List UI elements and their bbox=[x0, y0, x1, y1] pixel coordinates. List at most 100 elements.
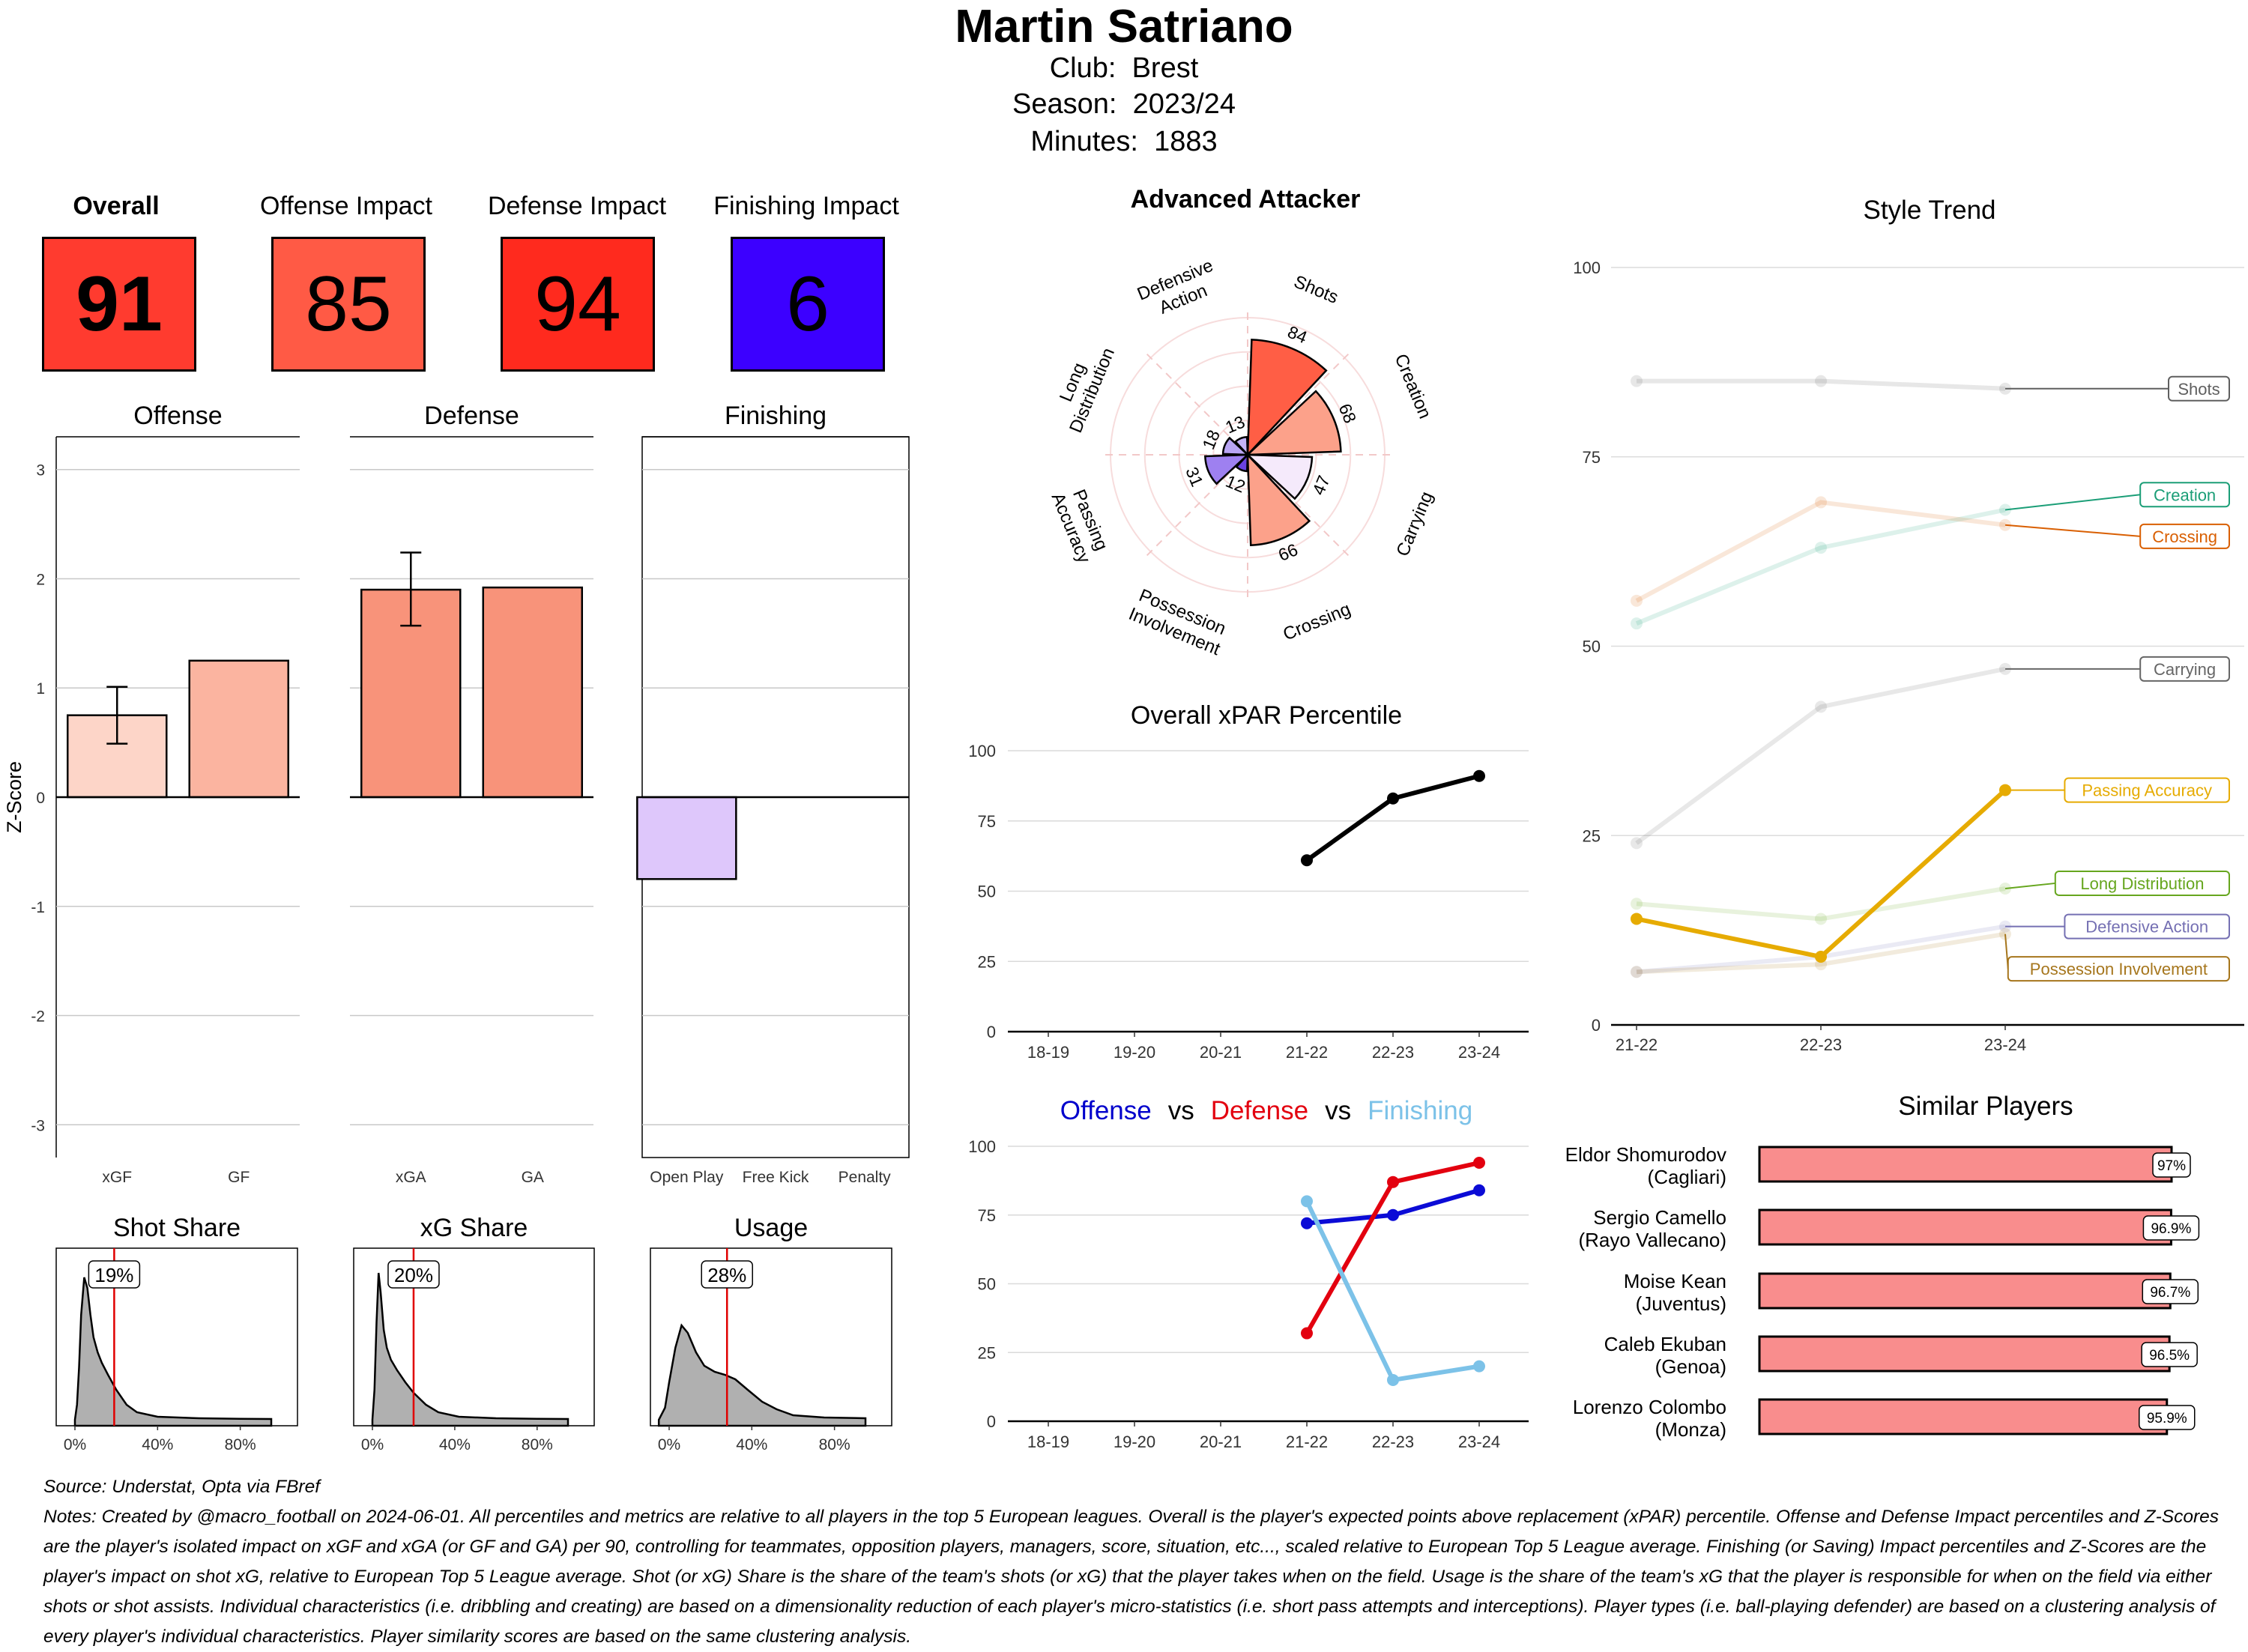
bar-ga bbox=[482, 586, 583, 799]
similar-score-label: 96.9% bbox=[2151, 1221, 2191, 1237]
style-line-passing-accuracy bbox=[1636, 788, 2007, 960]
polar-axis-label-crossing: Crossing bbox=[1281, 599, 1354, 645]
similar-score-box bbox=[2139, 1405, 2196, 1430]
series-point bbox=[1301, 1327, 1313, 1340]
minutes-label: Minutes: bbox=[1030, 126, 1138, 157]
season-line: Season: 2023/24 bbox=[824, 88, 1424, 121]
similar-player-bar bbox=[1758, 1335, 2171, 1373]
page-title: Martin Satriano bbox=[955, 1, 1293, 52]
x-tick-label: 21-22 bbox=[1616, 1035, 1658, 1054]
series-point bbox=[1473, 1184, 1485, 1196]
club-label: Club: bbox=[1049, 52, 1117, 84]
x-tick-label: 80% bbox=[225, 1436, 256, 1453]
style-line-shots bbox=[1637, 378, 2006, 391]
polar-axis-label-creation: Creation bbox=[1391, 351, 1436, 422]
y-tick-label: 25 bbox=[1583, 826, 1601, 845]
style-label-box bbox=[2139, 482, 2230, 508]
bar-gf bbox=[188, 659, 289, 799]
style-label-creation: Creation bbox=[2154, 485, 2216, 504]
style-label-box bbox=[2007, 956, 2231, 982]
x-tick-label: 40% bbox=[142, 1436, 173, 1453]
density-area bbox=[371, 1272, 569, 1427]
y-tick-label: 1 bbox=[36, 680, 45, 698]
x-tick-label: 40% bbox=[439, 1436, 471, 1453]
overall-card-value: 91 bbox=[76, 260, 163, 348]
similar-player-name: Eldor Shomurodov bbox=[1565, 1143, 1726, 1166]
style-point bbox=[1815, 375, 1827, 387]
style-point bbox=[1631, 913, 1643, 925]
odf-title-part: Finishing bbox=[1368, 1096, 1472, 1125]
style-trend-chart: Style Trend 0 25 50 75 100 21-22 22-23 23-24 Shot… bbox=[1573, 196, 2244, 1054]
club-line: Club: Brest bbox=[824, 52, 1424, 85]
defense-impact-card: 94 bbox=[501, 237, 655, 372]
polar-axis-label-word: Carrying bbox=[1392, 488, 1437, 559]
style-line-long-distribution bbox=[1636, 886, 2006, 922]
polar-axis-label-word: Crossing bbox=[1281, 599, 1354, 645]
x-tick-label: 19-20 bbox=[1114, 1043, 1155, 1062]
similar-player-club: (Rayo Vallecano) bbox=[1578, 1229, 1726, 1251]
similar-score-box bbox=[2141, 1342, 2198, 1367]
y-tick-label: 50 bbox=[1583, 638, 1601, 656]
panel-title-defense: Defense bbox=[424, 402, 519, 430]
similar-player-club: (Cagliari) bbox=[1648, 1166, 1726, 1188]
style-label-box bbox=[2064, 777, 2230, 803]
series-point bbox=[1387, 1373, 1399, 1386]
polar-grid-ring bbox=[1143, 351, 1352, 559]
similar-score-label: 96.5% bbox=[2149, 1348, 2190, 1364]
polar-wedge-possession-involvement bbox=[1235, 452, 1249, 473]
similar-player-bar bbox=[1758, 1208, 2172, 1246]
odf-title-part: vs bbox=[1325, 1096, 1351, 1125]
y-tick-label: 100 bbox=[968, 1137, 996, 1156]
x-tick-label: 0% bbox=[658, 1436, 680, 1453]
x-tick-label: 23-24 bbox=[1458, 1432, 1500, 1451]
xpar-title: Overall xPAR Percentile bbox=[1131, 701, 1402, 730]
style-point bbox=[1631, 617, 1643, 630]
series-point bbox=[1301, 854, 1313, 867]
style-label-box bbox=[2064, 913, 2230, 940]
style-label-box bbox=[2054, 870, 2231, 896]
style-point bbox=[1631, 837, 1643, 850]
similar-score-box bbox=[2142, 1215, 2200, 1241]
polar-grid-spoke bbox=[1142, 454, 1248, 560]
x-tick-label: 40% bbox=[736, 1436, 767, 1453]
y-tick-label: 50 bbox=[978, 883, 996, 901]
similar-player-name: Caleb Ekuban bbox=[1604, 1333, 1726, 1355]
x-tick-label: 22-23 bbox=[1372, 1043, 1414, 1062]
density-area bbox=[657, 1323, 867, 1427]
x-tick-label: 18-19 bbox=[1027, 1043, 1069, 1062]
defense-impact-card-label: Defense Impact bbox=[487, 192, 667, 220]
odf-title-part: Defense bbox=[1211, 1096, 1308, 1125]
style-label-long-distribution: Long Distribution bbox=[2080, 874, 2204, 893]
style-point bbox=[1631, 898, 1643, 910]
style-label-box bbox=[2139, 523, 2230, 549]
polar-axis-label-carrying: Carrying bbox=[1392, 488, 1437, 559]
x-tick-xga: xGA bbox=[396, 1169, 426, 1186]
style-label-connector bbox=[2004, 494, 2141, 511]
style-point bbox=[1631, 594, 1643, 607]
style-line-possession-involvement bbox=[1636, 931, 2006, 975]
style-label-connector bbox=[2004, 524, 2141, 537]
odf-title-part: Offense bbox=[1060, 1096, 1152, 1125]
polar-wedge-long-distribution bbox=[1221, 436, 1251, 456]
zscore-bar-chart: Z-Score 3 2 1 0 -1 -2 -3 Offense xGF GF Defense xGA G… bbox=[3, 402, 910, 1186]
polar-axis-label-shots: Shots bbox=[1291, 271, 1341, 307]
polar-axis-label-word: Creation bbox=[1391, 351, 1436, 422]
series-point bbox=[1473, 1157, 1485, 1170]
x-tick-label: 21-22 bbox=[1286, 1043, 1328, 1062]
density-value-label: 19% bbox=[94, 1264, 133, 1286]
style-line-carrying bbox=[1635, 666, 2006, 845]
density-title-xg-share: xG Share bbox=[420, 1214, 528, 1242]
polar-title: Advanced Attacker bbox=[1131, 185, 1361, 214]
similar-score-label: 97% bbox=[2157, 1158, 2186, 1174]
x-tick-label: 0% bbox=[64, 1436, 86, 1453]
y-tick-label: 0 bbox=[987, 1023, 996, 1041]
x-tick-label: 20-21 bbox=[1200, 1043, 1242, 1062]
series-point bbox=[1473, 1360, 1485, 1373]
similar-player-bar bbox=[1758, 1398, 2169, 1435]
x-tick-label: 80% bbox=[522, 1436, 553, 1453]
x-tick-xgf: xGF bbox=[102, 1169, 132, 1186]
x-tick-label: 80% bbox=[819, 1436, 850, 1453]
